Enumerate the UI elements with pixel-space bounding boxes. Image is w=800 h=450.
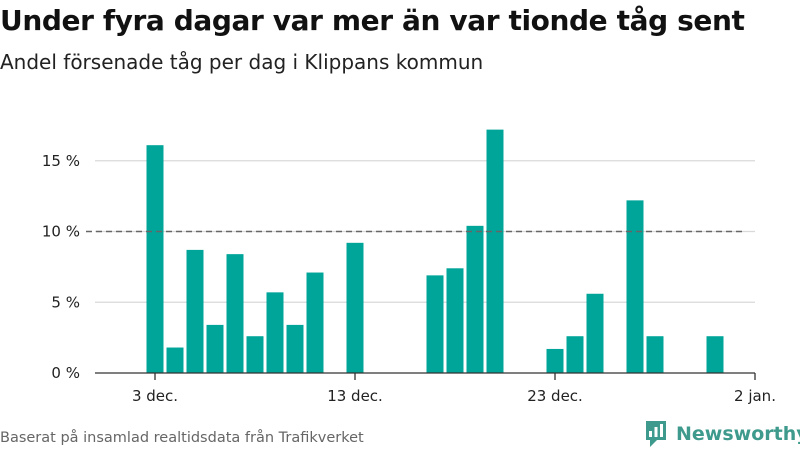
y-tick-label: 15 % <box>42 152 80 170</box>
bar <box>426 275 444 373</box>
bar <box>306 272 324 373</box>
bar <box>346 242 364 373</box>
x-tick-label: 3 dec. <box>132 387 178 405</box>
bar <box>226 254 244 373</box>
newsworthy-logo-icon <box>646 421 666 447</box>
bar <box>146 145 164 373</box>
y-tick-label: 5 % <box>51 293 80 311</box>
bar <box>586 293 604 373</box>
bar <box>706 336 724 373</box>
bar <box>166 347 184 373</box>
bar <box>246 336 264 373</box>
bar <box>546 348 564 373</box>
bar <box>206 324 224 373</box>
brand-name: Newsworthy <box>676 423 800 445</box>
bar <box>626 200 644 373</box>
y-tick-label: 0 % <box>51 364 80 382</box>
bar-chart: 0 % 5 % 10 % 15 % 3 dec. 13 dec. 23 dec. 2 jan. <box>42 129 776 405</box>
bar <box>566 336 584 373</box>
y-tick-label: 10 % <box>42 223 80 241</box>
bar <box>466 225 484 373</box>
bar <box>266 292 284 373</box>
x-tick-label: 13 dec. <box>327 387 383 405</box>
x-tick-label: 23 dec. <box>527 387 583 405</box>
x-tick-label: 2 jan. <box>734 387 776 405</box>
bar <box>446 268 464 373</box>
bar <box>186 249 204 373</box>
bar <box>486 129 504 373</box>
bar <box>646 336 664 373</box>
chart-subtitle: Andel försenade tåg per dag i Klippans k… <box>0 50 484 74</box>
source-note: Baserat på insamlad realtidsdata från Tr… <box>0 430 364 446</box>
bar <box>286 324 304 373</box>
brand-logo: Newsworthy <box>644 420 800 448</box>
chart-title: Under fyra dagar var mer än var tionde t… <box>0 4 745 37</box>
